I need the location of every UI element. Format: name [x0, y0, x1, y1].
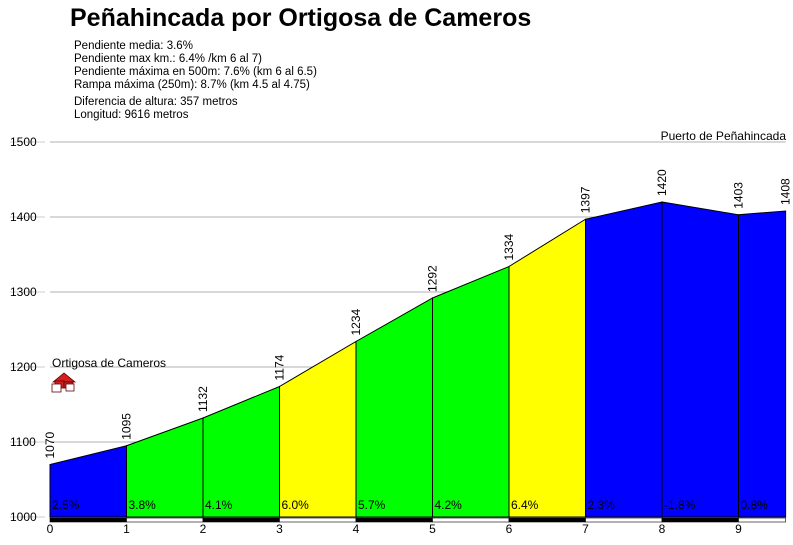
- x-tick-label: 1: [123, 522, 130, 536]
- y-tick-label: 1500: [10, 135, 37, 149]
- profile-segment: [585, 201, 663, 518]
- chart-title: Peñahincada por Ortigosa de Cameros: [70, 4, 532, 32]
- y-tick-label: 1400: [10, 210, 37, 224]
- altitude-label: 1403: [732, 182, 746, 209]
- x-tick-label: 3: [276, 522, 283, 536]
- y-tick-label: 1100: [10, 435, 36, 449]
- gradient-label: 6.0%: [282, 498, 310, 512]
- altitude-label: 1234: [349, 308, 363, 335]
- start-place-label: Ortigosa de Cameros: [52, 356, 166, 370]
- profile-segment: [279, 340, 357, 518]
- stat-max-km-gradient: Pendiente max km.: 6.4% /km 6 al 7): [74, 53, 262, 65]
- gradient-label: 2.3%: [588, 498, 616, 512]
- stats-block: Pendiente media: 3.6% Pendiente max km.:…: [74, 40, 317, 122]
- altitude-label: 1292: [426, 265, 440, 292]
- km-bar: [202, 517, 280, 523]
- x-tick-label: 5: [429, 522, 436, 536]
- km-bar: [126, 517, 204, 523]
- x-tick-label: 4: [353, 522, 360, 536]
- km-bar: [355, 517, 433, 523]
- altitude-label: 1095: [120, 413, 134, 440]
- profile-segment: [738, 210, 787, 518]
- stat-max-250m-ramp: Rampa máxima (250m): 8.7% (km 4.5 al 4.7…: [74, 79, 310, 91]
- x-tick-label: 8: [659, 522, 666, 536]
- altitude-label: 1070: [43, 431, 57, 458]
- stat-height-difference: Diferencia de altura: 357 metros: [74, 96, 238, 108]
- gradient-label: 6.4%: [511, 498, 539, 512]
- profile-segment: [508, 218, 586, 518]
- profile-segment: [355, 297, 433, 518]
- gradient-label: 4.2%: [435, 498, 463, 512]
- km-bar: [279, 517, 357, 523]
- altitude-label: 1174: [273, 354, 287, 380]
- altitude-label: 1132: [196, 386, 210, 412]
- segments-layer: [49, 201, 787, 523]
- km-bar: [508, 517, 586, 523]
- km-bar: [585, 517, 663, 523]
- gradient-label: 0.8%: [741, 498, 769, 512]
- stat-max-500m-gradient: Pendiente máxima en 500m: 7.6% (km 6 al …: [74, 66, 317, 78]
- gradient-label: -1.8%: [664, 498, 696, 512]
- labels-layer: 2.5% 3.8% 4.1% 6.0% 5.7% 4.2% 6.4% 2.3% -1.8% 0.8…: [43, 129, 793, 536]
- x-tick-label: 2: [200, 522, 207, 536]
- town-icon: [51, 372, 77, 393]
- gradient-label: 2.5%: [52, 498, 80, 512]
- y-tick-label: 1200: [10, 360, 37, 374]
- end-place-label: Puerto de Peñahincada: [661, 129, 787, 143]
- km-bar: [738, 517, 786, 523]
- gradient-label: 5.7%: [358, 498, 386, 512]
- km-bar: [49, 517, 127, 523]
- altitude-label: 1420: [655, 169, 669, 196]
- altitude-label: 1397: [579, 186, 593, 213]
- gradient-label: 4.1%: [205, 498, 233, 512]
- gradient-label: 3.8%: [129, 498, 157, 512]
- km-bar: [432, 517, 510, 523]
- altitude-label: 1408: [779, 178, 793, 205]
- profile-segment: [432, 265, 510, 518]
- altitude-label: 1334: [502, 233, 516, 260]
- stat-average-gradient: Pendiente media: 3.6%: [74, 40, 193, 52]
- x-tick-label: 6: [506, 522, 513, 536]
- x-tick-label: 7: [582, 522, 589, 536]
- y-tick-label: 1300: [10, 285, 37, 299]
- x-tick-label: 0: [47, 522, 54, 536]
- profile-segment: [661, 201, 739, 518]
- x-tick-label: 9: [735, 522, 742, 536]
- y-tick-label: 1000: [10, 510, 37, 524]
- stat-length: Longitud: 9616 metros: [74, 109, 189, 121]
- km-bar: [661, 517, 739, 523]
